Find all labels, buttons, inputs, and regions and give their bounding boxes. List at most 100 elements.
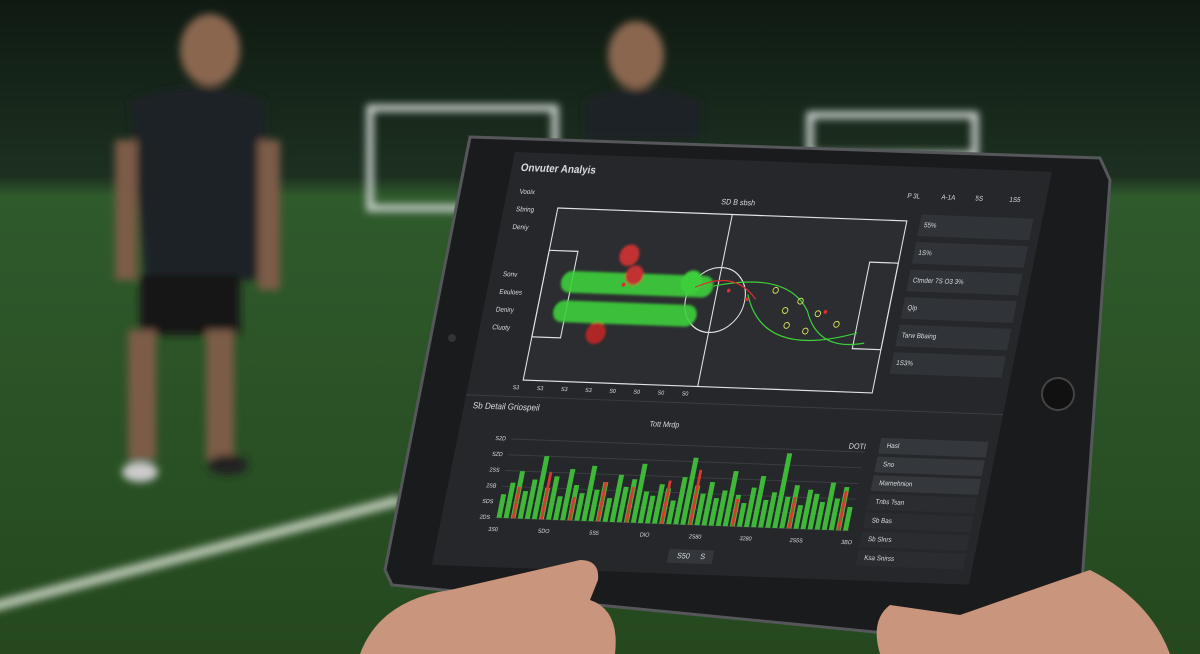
y-label: 2SS: [489, 467, 501, 474]
menu-item: Sb Bas: [871, 517, 893, 525]
bar: [630, 463, 648, 523]
sidebar-item[interactable]: Deniry: [495, 306, 515, 314]
panel-box[interactable]: [900, 297, 1017, 323]
bar: [666, 500, 676, 525]
side-menu: Hasl Sno Marnehnion Tnbs Tsan Sb Bas Sb Slnrs…: [855, 437, 989, 570]
panel-item: 1S%: [918, 250, 933, 258]
accent-bar: [730, 498, 740, 527]
bar: [637, 491, 650, 524]
bar: [779, 496, 791, 529]
bar: [821, 482, 837, 530]
grid-line: [504, 470, 859, 485]
panel-box[interactable]: [895, 324, 1012, 351]
heatmap: [553, 244, 714, 345]
y-label: 2DS: [479, 515, 491, 522]
chart-title: Sb Detail Griospeil: [472, 400, 541, 413]
menu-box[interactable]: [874, 456, 985, 477]
bar: [842, 506, 853, 531]
panel-box[interactable]: [906, 269, 1023, 296]
bar: [496, 494, 507, 518]
panel-box[interactable]: [917, 214, 1034, 241]
right-panel: 55% 1S% Ctmder 7S O3 3% Qip Tarw Bbaing 1S3%: [889, 214, 1034, 378]
players: [772, 286, 840, 335]
sidebar-item[interactable]: Sonv: [502, 271, 518, 279]
bar: [800, 489, 814, 530]
x-label: SDO: [537, 529, 550, 536]
menu-box[interactable]: [878, 437, 989, 458]
bar: [722, 471, 739, 527]
menu-box[interactable]: [859, 531, 970, 551]
bar: [574, 493, 585, 521]
bar: [751, 475, 767, 528]
grid-line: [511, 438, 865, 453]
bar: [517, 490, 529, 519]
bar: [765, 492, 778, 528]
accent-bar: [836, 490, 848, 531]
pitch-label: S3: [512, 385, 520, 391]
bar: [772, 453, 793, 529]
menu-box[interactable]: [855, 549, 967, 570]
status-item: 1S5: [1009, 197, 1022, 205]
bar: [828, 498, 841, 531]
menu-item: Sno: [882, 461, 895, 469]
bar: [652, 484, 665, 524]
bar: [694, 493, 706, 526]
control[interactable]: [666, 548, 715, 565]
bar: [758, 499, 769, 528]
chart-badge: DOTI: [848, 441, 867, 451]
sidebar-item[interactable]: Vooix: [519, 188, 536, 196]
panel-box[interactable]: [911, 242, 1029, 268]
pitch-label: S3: [584, 388, 592, 394]
bar-chart: S2D SZD 2SS 2SB SDS 2DS 3S0 SDO 5S5 DIO 2S80 3280 2S…: [479, 436, 865, 546]
menu-box[interactable]: [866, 493, 978, 514]
bar: [701, 482, 716, 526]
control-label[interactable]: S50: [676, 551, 691, 561]
bar: [531, 456, 550, 520]
bar: [560, 468, 576, 521]
panel-item: Qip: [907, 305, 918, 313]
status-item: 5S: [975, 195, 985, 203]
menu-item: Sb Slnrs: [867, 536, 893, 544]
menu-box[interactable]: [862, 512, 974, 533]
panel-item: 55%: [923, 222, 937, 230]
sidebar-item[interactable]: Cluoty: [492, 324, 512, 332]
panel-item: Tarw Bbaing: [901, 332, 937, 341]
pitch-title: SD B sbsh: [720, 197, 756, 208]
camera: [448, 334, 456, 342]
panel-box[interactable]: [889, 352, 1006, 378]
sidebar-item[interactable]: Sbring: [515, 206, 535, 214]
accent-bar: [568, 496, 576, 521]
events: [621, 282, 828, 314]
tablet-screen: Onvuter Analyis P 3L A-1A 5S 1S5 Vooix Sbrin…: [431, 152, 1052, 585]
menu-item: Hasl: [886, 443, 900, 451]
panel-item: Ctmder 7S O3 3%: [912, 277, 964, 286]
x-label: 2S5S: [789, 538, 804, 545]
pitch: [522, 207, 908, 394]
bar: [616, 486, 629, 523]
home-button[interactable]: [1041, 377, 1075, 411]
bar: [588, 489, 600, 522]
menu-item: Marnehnion: [878, 480, 913, 488]
pitch-label: S0: [609, 389, 617, 395]
status-item: P 3L: [907, 193, 921, 201]
bar: [736, 503, 747, 527]
sidebar-item[interactable]: Deniy: [512, 224, 530, 232]
hands: [360, 560, 1170, 654]
bar: [807, 493, 820, 530]
control-label[interactable]: S: [699, 552, 706, 561]
sidebar-item[interactable]: Eeuloes: [499, 289, 524, 297]
tracks: [694, 279, 865, 346]
divider: [465, 394, 1004, 416]
blurred-background: [0, 14, 979, 610]
x-label: 3S0: [488, 527, 499, 534]
y-label: S2D: [495, 436, 507, 443]
sidebar: Vooix Sbring Deniy Sonv Eeuloes Deniry Cluoty: [492, 188, 537, 332]
pitch-axis: S3 S3 S3 S3 S0 S0 S0 S0: [512, 385, 689, 398]
pitch-label: S3: [536, 386, 544, 392]
accent-bar: [660, 480, 672, 524]
pitch-label: S0: [657, 390, 665, 396]
x-label: 3280: [739, 536, 752, 543]
menu-box[interactable]: [870, 475, 982, 495]
